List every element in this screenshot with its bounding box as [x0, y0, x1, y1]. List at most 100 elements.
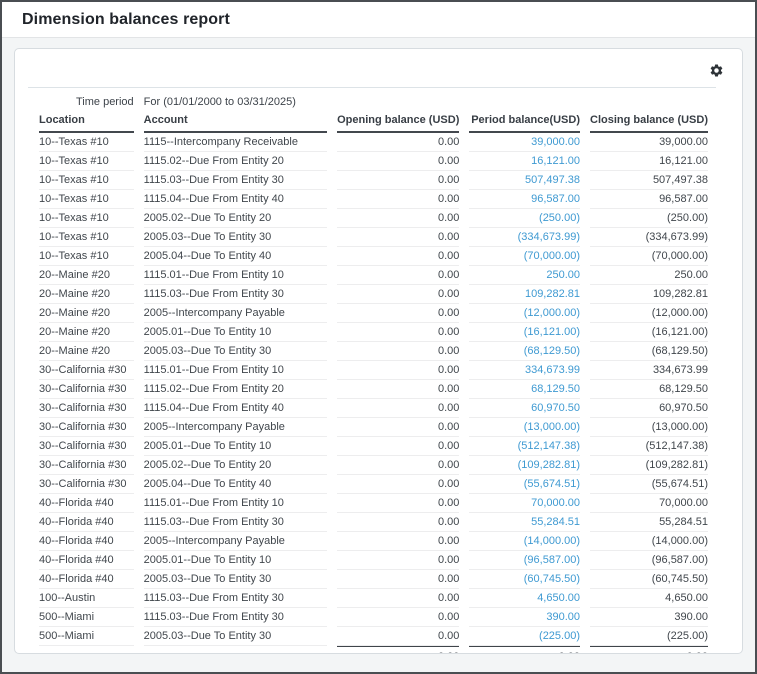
table-row: 40--Florida #40 2005.01--Due To Entity 1…: [39, 551, 708, 570]
period-balance-link[interactable]: 60,970.50: [469, 399, 581, 418]
opening-balance-cell: 0.00: [337, 304, 460, 323]
period-balance-link[interactable]: (334,673.99): [469, 228, 581, 247]
account-cell: 1115--Intercompany Receivable: [143, 133, 328, 152]
account-cell: 2005.02--Due To Entity 20: [143, 209, 328, 228]
table-row: 10--Texas #10 1115.04--Due From Entity 4…: [39, 190, 708, 209]
opening-balance-cell: 0.00: [337, 570, 460, 589]
period-balance-link[interactable]: (12,000.00): [469, 304, 581, 323]
table-row: 40--Florida #40 1115.03--Due From Entity…: [39, 513, 708, 532]
page-background: Time period For (01/01/2000 to 03/31/202…: [2, 38, 755, 670]
period-balance-link[interactable]: (512,147.38): [469, 437, 581, 456]
toolbar-divider: [28, 87, 716, 88]
time-period-row: Time period For (01/01/2000 to 03/31/202…: [39, 91, 708, 111]
period-balance-link[interactable]: 109,282.81: [469, 285, 581, 304]
period-balance-link[interactable]: (68,129.50): [469, 342, 581, 361]
opening-balance-cell: 0.00: [337, 266, 460, 285]
closing-balance-cell: 334,673.99: [590, 361, 708, 380]
opening-balance-cell: 0.00: [337, 323, 460, 342]
account-cell: 2005--Intercompany Payable: [143, 532, 328, 551]
settings-button[interactable]: [706, 60, 726, 80]
account-cell: 2005.04--Due To Entity 40: [143, 247, 328, 266]
titlebar: Dimension balances report: [2, 2, 755, 38]
opening-balance-cell: 0.00: [337, 209, 460, 228]
opening-balance-cell: 0.00: [337, 532, 460, 551]
grand-total-row: Grand total 0.00 0.00 0.00: [39, 646, 708, 653]
period-balance-link[interactable]: (225.00): [469, 627, 581, 646]
report-card: Time period For (01/01/2000 to 03/31/202…: [14, 48, 743, 654]
location-cell: 10--Texas #10: [39, 133, 134, 152]
closing-balance-cell: 60,970.50: [590, 399, 708, 418]
location-cell: 30--California #30: [39, 475, 134, 494]
page-title: Dimension balances report: [22, 11, 230, 28]
location-cell: 10--Texas #10: [39, 209, 134, 228]
period-balance-link[interactable]: 4,650.00: [469, 589, 581, 608]
location-cell: 10--Texas #10: [39, 152, 134, 171]
account-cell: 1115.03--Due From Entity 30: [143, 513, 328, 532]
location-cell: 500--Miami: [39, 627, 134, 646]
table-row: 10--Texas #10 1115.03--Due From Entity 3…: [39, 171, 708, 190]
closing-balance-cell: (68,129.50): [590, 342, 708, 361]
closing-balance-cell: (512,147.38): [590, 437, 708, 456]
period-balance-link[interactable]: 68,129.50: [469, 380, 581, 399]
period-balance-link[interactable]: 55,284.51: [469, 513, 581, 532]
period-balance-link[interactable]: (250.00): [469, 209, 581, 228]
period-balance-link[interactable]: 96,587.00: [469, 190, 581, 209]
closing-balance-cell: (13,000.00): [590, 418, 708, 437]
location-cell: 30--California #30: [39, 380, 134, 399]
grand-total-label: Grand total: [39, 646, 134, 653]
opening-balance-cell: 0.00: [337, 437, 460, 456]
period-balance-link[interactable]: 334,673.99: [469, 361, 581, 380]
table-row: 20--Maine #20 1115.01--Due From Entity 1…: [39, 266, 708, 285]
period-balance-link[interactable]: (109,282.81): [469, 456, 581, 475]
closing-balance-cell: 109,282.81: [590, 285, 708, 304]
closing-balance-cell: 16,121.00: [590, 152, 708, 171]
grand-total-closing-balance: 0.00: [590, 646, 708, 653]
location-cell: 500--Miami: [39, 608, 134, 627]
location-cell: 30--California #30: [39, 361, 134, 380]
closing-balance-cell: (250.00): [590, 209, 708, 228]
account-cell: 2005--Intercompany Payable: [143, 304, 328, 323]
opening-balance-cell: 0.00: [337, 475, 460, 494]
account-cell: 1115.01--Due From Entity 10: [143, 266, 328, 285]
table-row: 30--California #30 1115.01--Due From Ent…: [39, 361, 708, 380]
period-balance-link[interactable]: (70,000.00): [469, 247, 581, 266]
account-cell: 2005.03--Due To Entity 30: [143, 228, 328, 247]
location-cell: 20--Maine #20: [39, 266, 134, 285]
account-cell: 1115.01--Due From Entity 10: [143, 361, 328, 380]
closing-balance-cell: 39,000.00: [590, 133, 708, 152]
opening-balance-cell: 0.00: [337, 589, 460, 608]
account-cell: 1115.03--Due From Entity 30: [143, 285, 328, 304]
period-balance-link[interactable]: 16,121.00: [469, 152, 581, 171]
period-balance-link[interactable]: 250.00: [469, 266, 581, 285]
account-cell: 2005.03--Due To Entity 30: [143, 627, 328, 646]
period-balance-link[interactable]: (60,745.50): [469, 570, 581, 589]
period-balance-link[interactable]: 390.00: [469, 608, 581, 627]
period-balance-link[interactable]: (13,000.00): [469, 418, 581, 437]
account-cell: 1115.03--Due From Entity 30: [143, 608, 328, 627]
period-balance-link[interactable]: (55,674.51): [469, 475, 581, 494]
account-cell: 2005.04--Due To Entity 40: [143, 475, 328, 494]
period-balance-link[interactable]: 39,000.00: [469, 133, 581, 152]
period-balance-link[interactable]: (16,121.00): [469, 323, 581, 342]
period-balance-link[interactable]: (96,587.00): [469, 551, 581, 570]
account-cell: 2005--Intercompany Payable: [143, 418, 328, 437]
period-balance-link[interactable]: 70,000.00: [469, 494, 581, 513]
opening-balance-cell: 0.00: [337, 513, 460, 532]
account-cell: 1115.03--Due From Entity 30: [143, 171, 328, 190]
opening-balance-cell: 0.00: [337, 627, 460, 646]
table-row: 30--California #30 1115.04--Due From Ent…: [39, 399, 708, 418]
opening-balance-cell: 0.00: [337, 247, 460, 266]
account-cell: 1115.04--Due From Entity 40: [143, 399, 328, 418]
table-row: 10--Texas #10 1115.02--Due From Entity 2…: [39, 152, 708, 171]
closing-balance-cell: 70,000.00: [590, 494, 708, 513]
table-row: 30--California #30 2005.04--Due To Entit…: [39, 475, 708, 494]
period-balance-link[interactable]: (14,000.00): [469, 532, 581, 551]
location-cell: 20--Maine #20: [39, 342, 134, 361]
grand-total-opening-balance: 0.00: [337, 646, 460, 653]
period-balance-link[interactable]: 507,497.38: [469, 171, 581, 190]
table-row: 10--Texas #10 1115--Intercompany Receiva…: [39, 133, 708, 152]
opening-balance-cell: 0.00: [337, 494, 460, 513]
opening-balance-cell: 0.00: [337, 133, 460, 152]
gear-icon: [710, 64, 722, 76]
table-row: 30--California #30 2005.02--Due To Entit…: [39, 456, 708, 475]
